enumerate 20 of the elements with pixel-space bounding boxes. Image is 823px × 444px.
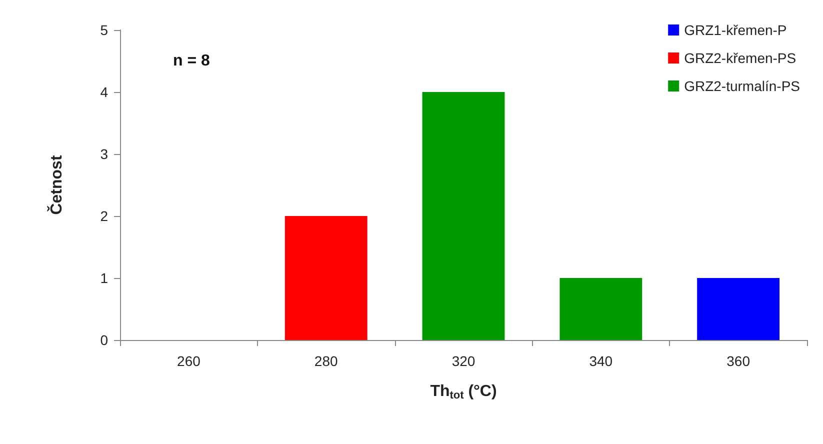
- bar: [284, 216, 368, 340]
- y-tick-label: 0: [100, 332, 108, 348]
- x-tick-label: 280: [314, 353, 338, 369]
- x-tick-label: 340: [589, 353, 613, 369]
- y-tick-label: 2: [100, 208, 108, 224]
- annotation: n = 8: [173, 52, 210, 70]
- x-tick-label: 260: [177, 353, 201, 369]
- bar: [560, 278, 642, 340]
- legend-label: GRZ2-turmalín-PS: [684, 78, 800, 94]
- y-tick-label: 1: [100, 270, 108, 286]
- bar: [697, 278, 780, 340]
- y-axis-title: Četnost: [46, 154, 66, 215]
- legend-label: GRZ1-křemen-P: [684, 22, 787, 38]
- y-tick-label: 5: [100, 22, 108, 38]
- bar: [422, 92, 505, 340]
- x-tick-label: 320: [452, 353, 476, 369]
- legend-label: GRZ2-křemen-PS: [684, 50, 796, 66]
- x-tick-label: 360: [726, 353, 750, 369]
- y-tick-label: 3: [100, 146, 108, 162]
- y-tick-label: 4: [100, 84, 108, 100]
